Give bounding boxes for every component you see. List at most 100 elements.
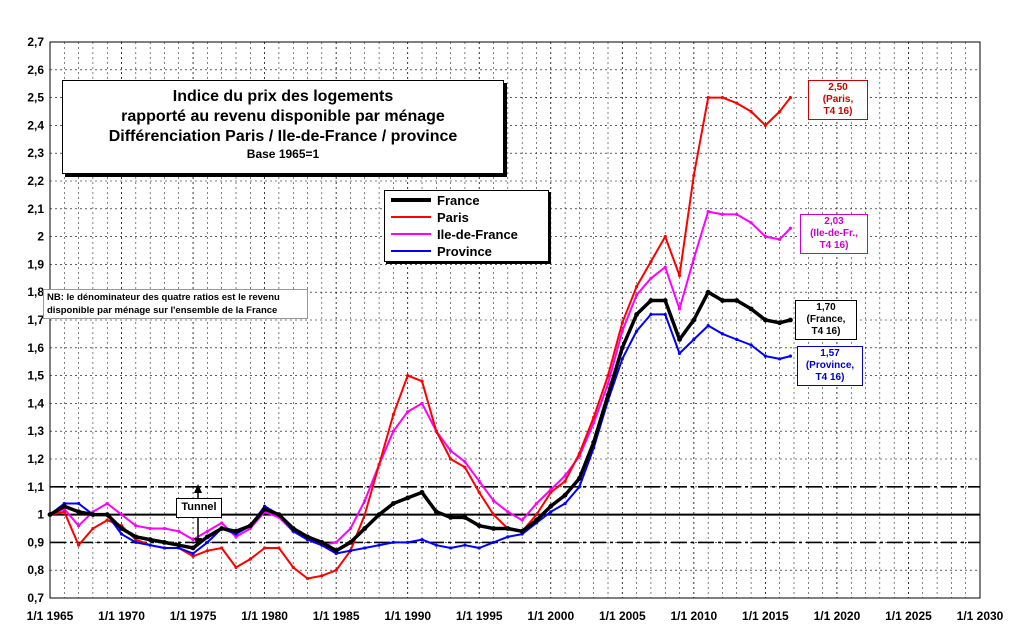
legend-label-ile-de-france: Ile-de-France	[437, 226, 518, 242]
data-point-province	[420, 538, 424, 542]
data-point-paris	[788, 96, 793, 100]
data-point-province	[506, 535, 510, 539]
data-point-province	[134, 540, 138, 545]
data-point-paris	[291, 565, 295, 570]
data-point-ile-de-france	[549, 487, 553, 492]
data-point-province	[348, 549, 353, 553]
data-point-ile-de-france	[720, 212, 725, 216]
data-point-france	[462, 514, 468, 520]
data-point-ile-de-france	[134, 524, 138, 528]
end-label-france-line-2: (France,	[806, 314, 846, 325]
y-tick-labels: 0,7 0,8 0,9 1 1,1 1,2 1,3 1,4 1,5 1,6 1,7 1,8 1,9 2 2,…	[27, 35, 44, 605]
data-point-ile-de-france	[205, 529, 209, 533]
data-point-paris	[720, 96, 725, 100]
data-point-province	[77, 501, 81, 506]
data-point-province	[706, 323, 710, 328]
data-point-ile-de-france	[520, 518, 524, 522]
legend-swatch-france	[391, 198, 431, 202]
data-point-province	[720, 332, 725, 336]
end-label-ile-de-france: 2,03 (Ile-de-Fr., T4 16)	[800, 214, 868, 254]
data-point-france	[734, 298, 740, 303]
data-point-france	[634, 312, 640, 317]
end-label-idf-line-2: (Ile-de-Fr.,	[810, 228, 858, 239]
data-point-paris	[91, 526, 95, 531]
data-point-ile-de-france	[606, 382, 610, 386]
x-tick-label: 1/1 1985	[313, 609, 360, 623]
data-point-province	[577, 485, 581, 489]
legend-swatch-province	[391, 250, 431, 252]
series-line-france	[49, 290, 791, 553]
y-tick-label: 2,2	[27, 174, 44, 188]
y-tick-label: 1	[37, 508, 44, 522]
data-point-france	[691, 317, 697, 323]
end-label-province-line-3: T4 16)	[815, 372, 845, 383]
data-point-france	[362, 526, 368, 531]
data-point-paris	[606, 374, 610, 378]
data-point-ile-de-france	[406, 410, 410, 414]
data-point-france	[720, 298, 725, 303]
data-point-france	[591, 439, 597, 445]
data-point-ile-de-france	[363, 499, 367, 503]
data-point-province	[788, 354, 793, 358]
data-point-paris	[263, 546, 267, 550]
data-point-paris	[692, 173, 696, 178]
data-point-ile-de-france	[477, 479, 481, 483]
data-point-france	[90, 512, 96, 517]
data-point-paris	[463, 465, 467, 469]
data-point-province	[663, 312, 667, 317]
x-tick-label: 1/1 1995	[456, 609, 503, 623]
data-point-paris	[563, 479, 567, 483]
data-point-france	[219, 526, 225, 531]
y-tick-label: 2	[37, 230, 44, 244]
data-point-province	[119, 532, 124, 536]
data-point-paris	[778, 109, 782, 114]
data-point-province	[449, 546, 453, 550]
data-point-ile-de-france	[677, 307, 682, 311]
data-point-ile-de-france	[735, 212, 739, 216]
data-point-province	[692, 337, 696, 342]
end-label-province-line-2: (Province,	[805, 360, 855, 371]
data-point-france	[204, 534, 210, 540]
data-point-province	[434, 543, 438, 547]
data-point-france	[247, 523, 253, 529]
y-tick-label: 2,6	[27, 63, 44, 77]
data-point-ile-de-france	[234, 535, 238, 539]
data-point-paris	[434, 429, 438, 433]
end-label-paris-line-1: 2,50	[828, 82, 848, 93]
data-point-ile-de-france	[334, 540, 338, 545]
legend-item-france: France	[391, 192, 480, 208]
data-point-ile-de-france	[506, 510, 510, 514]
data-point-france	[505, 526, 511, 531]
data-point-province	[563, 501, 567, 506]
y-tick-label: 1,4	[27, 396, 44, 410]
data-point-ile-de-france	[391, 429, 395, 433]
data-point-paris	[277, 546, 281, 550]
data-point-province	[620, 357, 624, 361]
x-tick-label: 1/1 1970	[98, 609, 145, 623]
data-point-france	[104, 512, 110, 517]
data-point-paris	[449, 457, 453, 461]
data-point-paris	[406, 374, 410, 378]
y-tick-label: 1,7	[27, 313, 44, 327]
end-label-idf-line-1: 2,03	[824, 216, 844, 227]
data-point-paris	[420, 379, 424, 383]
data-point-ile-de-france	[148, 526, 152, 531]
note-line-2: disponible par ménage sur l'ensemble de …	[47, 305, 278, 316]
end-label-province-line-1: 1,57	[820, 348, 840, 359]
data-point-ile-de-france	[449, 449, 453, 453]
chart-subtitle: Base 1965=1	[246, 147, 320, 161]
end-label-paris-line-3: T4 16)	[823, 106, 853, 117]
legend-label-province: Province	[437, 243, 492, 259]
data-point-ile-de-france	[463, 460, 467, 464]
data-point-france	[290, 526, 296, 531]
data-point-paris	[205, 549, 209, 553]
x-tick-labels: 1/1 1965 1/1 1970 1/1 1975 1/1 1980 1/1 1985…	[27, 609, 1004, 623]
data-point-paris	[677, 273, 682, 278]
data-point-paris	[334, 568, 338, 572]
data-point-ile-de-france	[663, 265, 667, 269]
y-tick-label: 1,5	[27, 369, 44, 383]
data-point-province	[735, 337, 739, 342]
data-point-paris	[763, 123, 767, 127]
data-point-paris	[577, 451, 581, 456]
data-point-paris	[305, 576, 310, 581]
